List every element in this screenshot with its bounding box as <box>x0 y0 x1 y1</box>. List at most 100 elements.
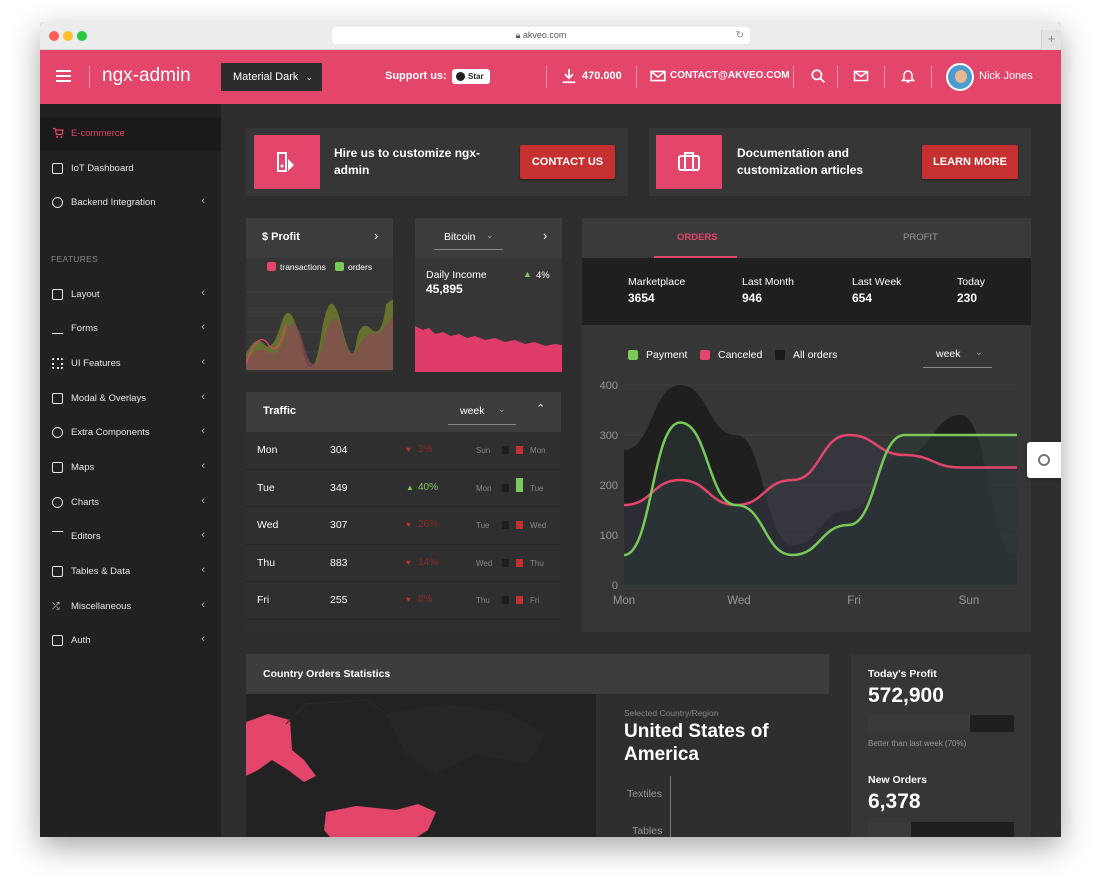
traffic-card: Traffic week ⌄ ⌃ Mon 304 ♥ 3% Sun Mon Tue 349 ▲ 4… <box>246 392 561 632</box>
sidebar-item-maps[interactable]: Maps ‹ <box>40 451 221 485</box>
github-star-button[interactable]: Star <box>452 69 490 84</box>
sidebar-item-modal-overlays[interactable]: Modal & Overlays ‹ <box>40 382 221 416</box>
legend-label-canceled: Canceled <box>718 349 763 361</box>
tab-orders[interactable]: ORDERS <box>677 232 718 243</box>
country-card-header: Country Orders Statistics <box>246 654 829 694</box>
traffic-bar-prev <box>502 596 509 604</box>
traffic-period-select[interactable]: week ⌄ <box>448 400 516 425</box>
currency-select-value: Bitcoin <box>444 231 476 243</box>
traffic-bar-current <box>516 521 523 529</box>
chevron-left-icon: ‹ <box>201 195 205 207</box>
divider <box>89 66 90 88</box>
traffic-day: Tue <box>257 481 275 494</box>
legend-label-all-orders: All orders <box>793 349 838 361</box>
address-bar[interactable]: 🔒︎ akveo.com ↻ <box>332 27 750 44</box>
sidebar-item-label: Charts <box>71 497 99 508</box>
sidebar-item-label: E-commerce <box>71 128 125 139</box>
y-tick-label: 300 <box>600 430 618 442</box>
profit-card: $ Profit › transactions orders <box>246 218 393 372</box>
traffic-value: 307 <box>330 519 348 531</box>
sidebar-item-backend-integration[interactable]: Backend Integration ‹ <box>40 186 221 220</box>
tabs: ORDERS PROFIT <box>582 218 1031 258</box>
sidebar-item-ui-features[interactable]: UI Features ‹ <box>40 347 221 381</box>
chevron-left-icon: ‹ <box>201 460 205 472</box>
legend-label-payment: Payment <box>646 349 688 361</box>
divider <box>546 66 547 88</box>
series-line-canceled <box>623 433 1017 507</box>
new-tab-button[interactable]: + <box>1041 30 1061 50</box>
profit-progress-fill <box>868 715 971 732</box>
sidebar-item-charts[interactable]: Charts ‹ <box>40 486 221 520</box>
pie-chart-icon <box>52 497 63 508</box>
chevron-down-icon: ⌄ <box>305 72 313 82</box>
profit-card-header[interactable]: $ Profit › <box>246 218 393 258</box>
sidebar-item-layout[interactable]: Layout ‹ <box>40 278 221 312</box>
bell-icon[interactable] <box>900 68 916 84</box>
refresh-icon[interactable]: ↻ <box>735 30 744 41</box>
world-map[interactable] <box>246 694 596 837</box>
maximize-window-button[interactable] <box>77 31 87 41</box>
legend-swatch-payment <box>628 350 638 360</box>
legend-swatch-orders <box>335 262 344 271</box>
learn-more-button[interactable]: LEARN MORE <box>922 145 1018 179</box>
sidebar-item-label: Maps <box>71 462 95 473</box>
theme-select[interactable]: Material Dark ⌄ <box>221 63 322 91</box>
sidebar-item-auth[interactable]: Auth ‹ <box>40 624 221 658</box>
sidebar-item-forms[interactable]: Forms ‹ <box>40 312 221 346</box>
country-card-title: Country Orders Statistics <box>263 668 391 680</box>
profit-progress-bar <box>868 715 1014 732</box>
stat-label: Last Week <box>852 276 902 288</box>
sidebar-item-editors[interactable]: Editors ‹ <box>40 520 221 554</box>
period-select-value: week <box>936 348 961 360</box>
sidebar-item-iot-dashboard[interactable]: IoT Dashboard <box>40 152 221 186</box>
currency-select[interactable]: Bitcoin ⌄ <box>434 227 503 250</box>
traffic-card-header: Traffic week ⌄ ⌃ <box>246 392 561 432</box>
sidebar-item-ecommerce[interactable]: E-commerce <box>40 117 221 151</box>
close-window-button[interactable] <box>49 31 59 41</box>
traffic-row: Mon 304 ♥ 3% Sun Mon <box>246 432 561 470</box>
sidebar-item-miscellaneous[interactable]: ⤮ Miscellaneous ‹ <box>40 590 221 624</box>
customize-promo-card: Hire us to customize ngx-admin CONTACT U… <box>246 128 628 196</box>
sidebar-item-tables-data[interactable]: Tables & Data ‹ <box>40 555 221 589</box>
traffic-cur-day: Thu <box>530 558 544 568</box>
chevron-up-icon[interactable]: ⌃ <box>536 403 546 415</box>
minimize-window-button[interactable] <box>63 31 73 41</box>
search-icon[interactable] <box>810 68 826 84</box>
new-orders-label: New Orders <box>868 774 927 786</box>
traffic-change: 3% <box>418 444 433 455</box>
country-orders-card: Country Orders Statistics Selected Count… <box>246 654 829 837</box>
brand-logo[interactable]: ngx-admin <box>102 65 191 86</box>
traffic-cur-day: Wed <box>530 521 547 530</box>
bitcoin-card-header: Bitcoin ⌄ › <box>415 218 562 258</box>
traffic-change: 8% <box>418 594 433 605</box>
contact-email-link[interactable]: CONTACT@AKVEO.COM <box>670 70 790 81</box>
menu-icon[interactable] <box>56 70 71 82</box>
url-text: akveo.com <box>522 30 567 40</box>
x-tick-label: Sun <box>959 595 979 607</box>
traffic-bar-current <box>516 477 523 492</box>
contact-us-button[interactable]: CONTACT US <box>520 145 615 179</box>
divider <box>931 66 932 88</box>
user-name[interactable]: Nick Jones <box>979 70 1033 82</box>
chevron-right-icon[interactable]: › <box>543 228 548 243</box>
chevron-down-icon: ⌄ <box>975 347 983 357</box>
paint-icon <box>277 152 294 172</box>
download-count[interactable]: 470.000 <box>582 70 622 82</box>
daily-income-value: 45,895 <box>426 282 463 296</box>
orders-summary: Marketplace 3654 Last Month 946 Last Wee… <box>582 258 1031 325</box>
traffic-title: Traffic <box>263 405 297 417</box>
traffic-row: Wed 307 ♥ 26% Tue Wed <box>246 507 561 545</box>
traffic-day: Mon <box>257 444 278 456</box>
briefcase-icon <box>678 152 700 171</box>
bitcoin-change: 4% <box>536 270 550 281</box>
traffic-change: 26% <box>418 519 439 530</box>
settings-toggle[interactable] <box>1027 442 1061 478</box>
avatar[interactable] <box>946 63 974 91</box>
divider <box>884 66 885 88</box>
mail-icon[interactable] <box>853 68 869 84</box>
tab-profit[interactable]: PROFIT <box>903 232 938 243</box>
period-select[interactable]: week ⌄ <box>923 342 992 368</box>
traffic-bar-prev <box>502 446 509 454</box>
sidebar-item-extra-components[interactable]: Extra Components ‹ <box>40 416 221 450</box>
stat-value: 946 <box>742 291 763 305</box>
